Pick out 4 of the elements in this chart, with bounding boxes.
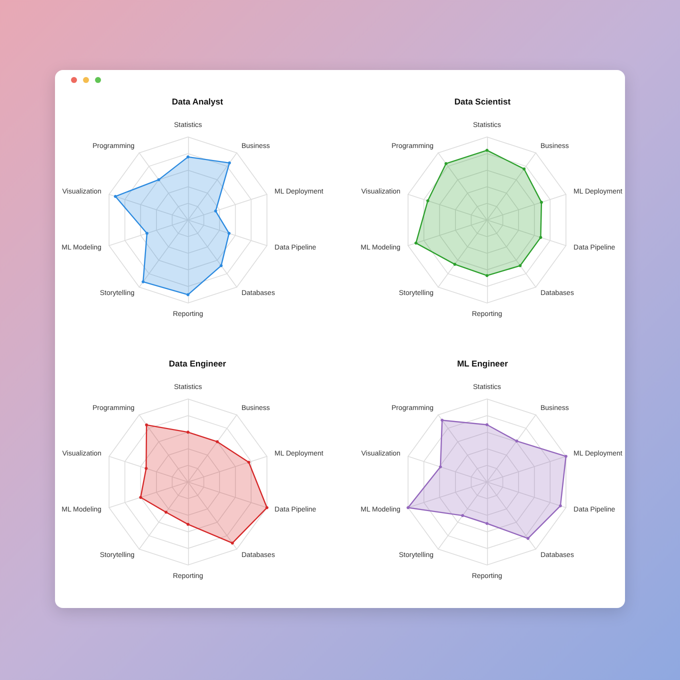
chart-title: ML Engineer bbox=[457, 358, 509, 368]
chart-title: Data Engineer bbox=[168, 358, 227, 368]
chart-title: Data Scientist bbox=[454, 96, 511, 106]
chart-title: Data Analyst bbox=[172, 96, 224, 106]
